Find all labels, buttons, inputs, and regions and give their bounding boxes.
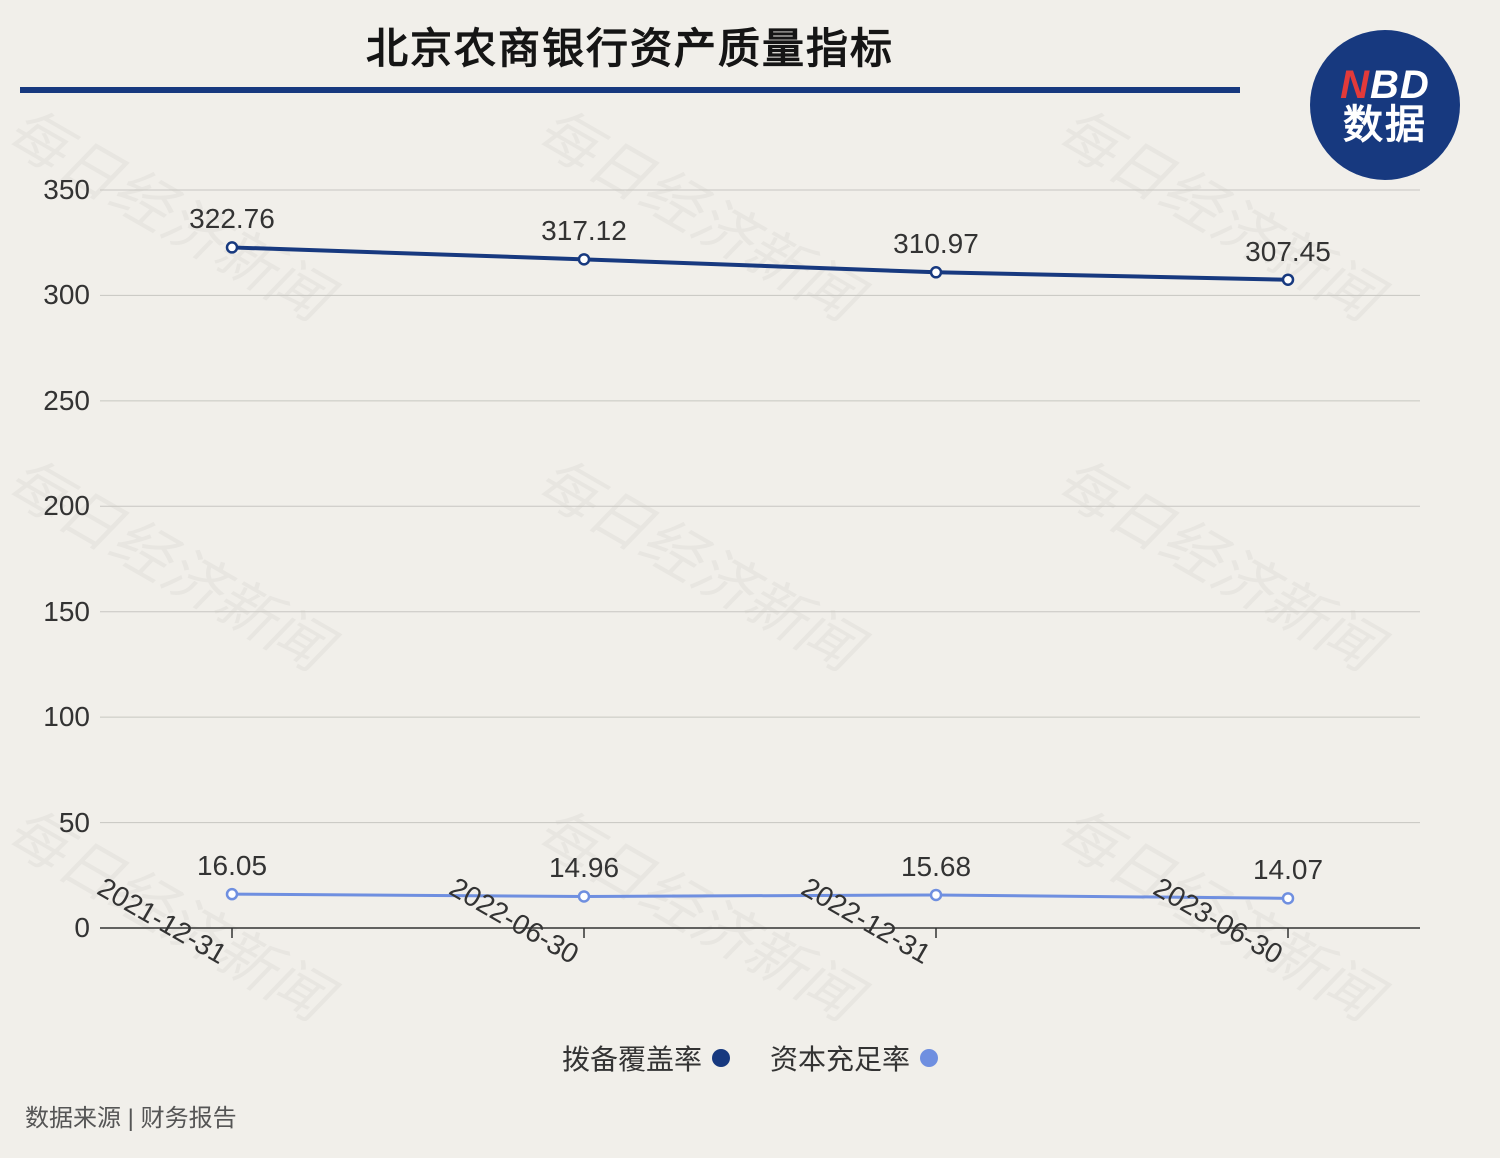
legend-label: 资本充足率 — [770, 1038, 910, 1078]
series-marker — [227, 242, 237, 252]
data-label: 307.45 — [1245, 236, 1331, 268]
series-line — [232, 894, 1288, 898]
legend-item: 资本充足率 — [770, 1038, 938, 1078]
data-label: 317.12 — [541, 215, 627, 247]
series-marker — [931, 890, 941, 900]
data-label: 322.76 — [189, 203, 275, 235]
y-tick-label: 200 — [43, 490, 100, 522]
legend-marker — [920, 1049, 938, 1067]
series-marker — [931, 267, 941, 277]
y-tick-label: 50 — [59, 807, 100, 839]
plot-area: 0501001502002503003502021-12-312022-06-3… — [100, 190, 1420, 928]
nbd-badge: NBD数据 — [1310, 30, 1460, 180]
source-label: 数据来源 | 财务报告 — [25, 1098, 237, 1133]
data-label: 15.68 — [901, 851, 971, 883]
y-tick-label: 100 — [43, 701, 100, 733]
badge-line2: 数据 — [1343, 105, 1427, 145]
chart-container: 每日经济新闻每日经济新闻每日经济新闻每日经济新闻每日经济新闻每日经济新闻每日经济… — [0, 0, 1500, 1158]
y-tick-label: 300 — [43, 279, 100, 311]
data-label: 14.07 — [1253, 854, 1323, 886]
legend-label: 拨备覆盖率 — [562, 1038, 702, 1078]
series-line — [232, 247, 1288, 279]
data-label: 16.05 — [197, 850, 267, 882]
chart-title: 北京农商银行资产质量指标 — [20, 20, 1240, 87]
legend-marker — [712, 1049, 730, 1067]
legend-item: 拨备覆盖率 — [562, 1038, 730, 1078]
data-label: 310.97 — [893, 228, 979, 260]
y-tick-label: 150 — [43, 596, 100, 628]
y-tick-label: 350 — [43, 174, 100, 206]
series-marker — [1283, 893, 1293, 903]
series-marker — [579, 254, 589, 264]
legend: 拨备覆盖率 资本充足率 — [0, 1038, 1500, 1078]
series-marker — [1283, 275, 1293, 285]
series-marker — [579, 891, 589, 901]
series-marker — [227, 889, 237, 899]
badge-line1: NBD — [1340, 65, 1430, 105]
plot-svg — [100, 190, 1420, 928]
title-bar: 北京农商银行资产质量指标 — [20, 20, 1240, 93]
y-tick-label: 0 — [74, 912, 100, 944]
y-tick-label: 250 — [43, 385, 100, 417]
data-label: 14.96 — [549, 852, 619, 884]
